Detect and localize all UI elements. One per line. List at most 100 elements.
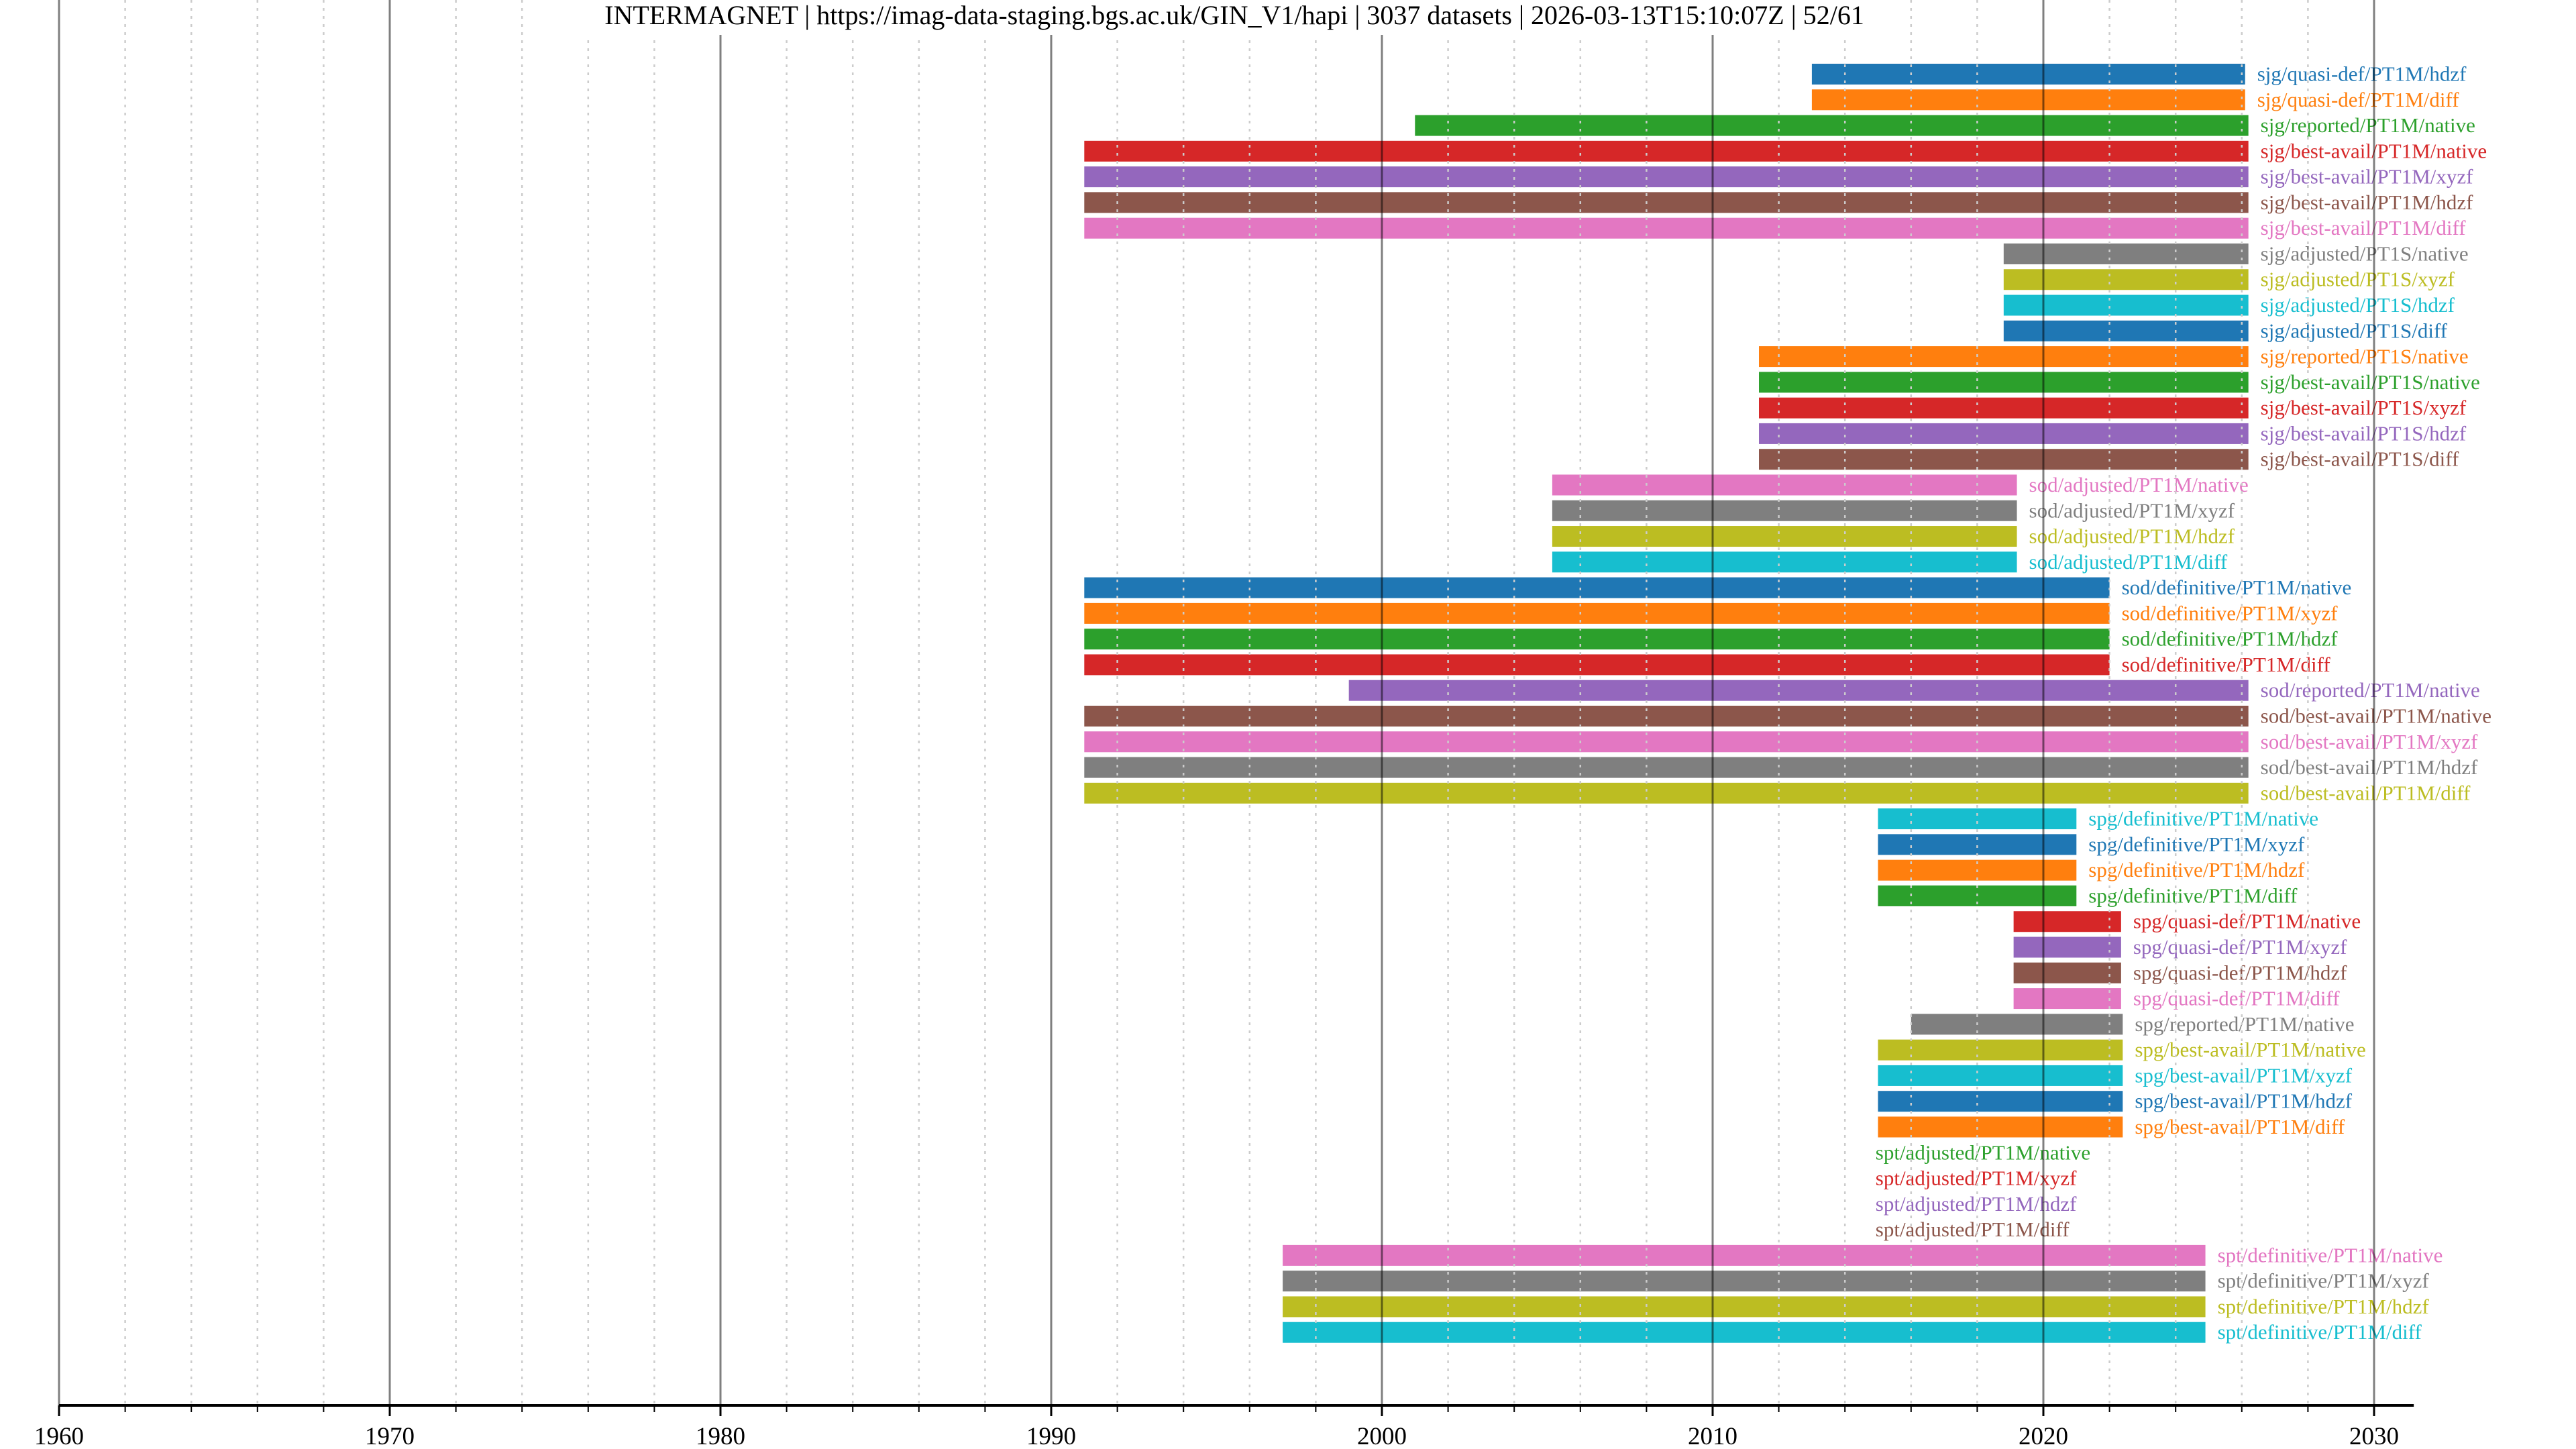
timeline-bar xyxy=(1415,115,2249,136)
bar-label: sod/reported/PT1M/native xyxy=(2261,678,2480,702)
timeline-bar xyxy=(2013,911,2121,932)
bar-label: sod/best-avail/PT1M/hdzf xyxy=(2261,755,2478,779)
timeline-bar xyxy=(1283,1322,2206,1343)
bar-label: spg/definitive/PT1M/xyzf xyxy=(2088,833,2305,856)
timeline-bar xyxy=(1084,757,2249,778)
timeline-bar xyxy=(1084,731,2249,753)
bar-label: sod/definitive/PT1M/hdzf xyxy=(2122,627,2339,651)
bar-label: spg/reported/PT1M/native xyxy=(2135,1012,2354,1036)
bar-label: spg/definitive/PT1M/hdzf xyxy=(2088,858,2305,881)
bar-label: sod/adjusted/PT1M/xyzf xyxy=(2029,498,2235,522)
timeline-bar xyxy=(1084,192,2249,213)
bar-label: spg/quasi-def/PT1M/hdzf xyxy=(2133,961,2347,984)
bar-label: sod/adjusted/PT1M/native xyxy=(2029,473,2249,496)
timeline-bar xyxy=(1084,577,2110,598)
bar-label: sod/definitive/PT1M/diff xyxy=(2122,653,2331,676)
timeline-bar xyxy=(1283,1296,2206,1318)
timeline-bar xyxy=(1084,602,2110,624)
bar-label: sjg/quasi-def/PT1M/diff xyxy=(2257,88,2459,111)
x-tick-label: 2000 xyxy=(1357,1423,1407,1449)
timeline-bar xyxy=(2013,936,2121,958)
title-background xyxy=(570,0,1898,35)
x-tick-label: 1980 xyxy=(696,1423,745,1449)
bar-label: spg/quasi-def/PT1M/xyzf xyxy=(2133,935,2347,959)
timeline-bar xyxy=(2013,988,2121,1010)
timeline-bar xyxy=(1283,1244,2206,1266)
x-tick-label: 2010 xyxy=(1688,1423,1737,1449)
labels-layer: sjg/quasi-def/PT1M/hdzfsjg/quasi-def/PT1… xyxy=(1876,62,2491,1344)
bar-label: sjg/quasi-def/PT1M/hdzf xyxy=(2257,62,2467,86)
timeline-bar xyxy=(1759,397,2249,419)
timeline-bar xyxy=(2003,243,2249,264)
bar-label: sjg/adjusted/PT1S/native xyxy=(2261,241,2469,265)
bar-label: sod/adjusted/PT1M/diff xyxy=(2029,550,2228,574)
timeline-bar xyxy=(2003,294,2249,316)
bar-label: sjg/best-avail/PT1S/diff xyxy=(2261,447,2459,471)
bar-label: sod/adjusted/PT1M/hdzf xyxy=(2029,525,2235,548)
x-tick-label: 2030 xyxy=(2349,1423,2399,1449)
bar-label: sjg/adjusted/PT1S/diff xyxy=(2261,319,2448,342)
timeline-bar xyxy=(1878,1065,2123,1086)
timeline-bar xyxy=(1084,654,2110,676)
timeline-bar xyxy=(1084,782,2249,804)
timeline-bar xyxy=(1552,500,2017,521)
timeline-bar xyxy=(1552,526,2017,547)
timeline-bar xyxy=(1084,629,2110,650)
bar-label: sjg/adjusted/PT1S/xyzf xyxy=(2261,268,2455,291)
timeline-bar xyxy=(1348,680,2249,701)
x-axis: 1960 1970 1980 1990 2000 2010 2020 2030 xyxy=(34,1404,2414,1449)
bar-label: sod/best-avail/PT1M/native xyxy=(2261,704,2491,728)
bar-label: spg/quasi-def/PT1M/diff xyxy=(2133,987,2340,1010)
bar-label: sjg/best-avail/PT1S/hdzf xyxy=(2261,421,2467,445)
grid-layer xyxy=(58,0,2375,1405)
bar-label: spg/quasi-def/PT1M/native xyxy=(2133,910,2361,933)
timeline-bar xyxy=(1811,89,2245,111)
bar-label: spt/definitive/PT1M/hdzf xyxy=(2218,1295,2430,1318)
bar-label: sjg/best-avail/PT1M/hdzf xyxy=(2261,191,2474,214)
timeline-bar xyxy=(1878,1039,2123,1061)
timeline-bar xyxy=(1811,64,2245,85)
timeline-bar xyxy=(1084,140,2249,162)
bar-label: sjg/best-avail/PT1M/diff xyxy=(2261,216,2467,239)
timeline-bar xyxy=(1878,1091,2123,1112)
timeline-bar xyxy=(1759,346,2249,368)
bars-layer xyxy=(1084,64,2249,1343)
timeline-bar xyxy=(2003,269,2249,290)
timeline-bar xyxy=(1759,372,2249,393)
bar-label: sjg/best-avail/PT1S/native xyxy=(2261,370,2480,394)
bar-label: sjg/best-avail/PT1M/xyzf xyxy=(2261,165,2474,189)
x-tick-label: 1990 xyxy=(1026,1423,1076,1449)
timeline-bar xyxy=(1911,1014,2123,1035)
bar-label: spt/definitive/PT1M/xyzf xyxy=(2218,1269,2430,1293)
bar-label: spt/adjusted/PT1M/diff xyxy=(1876,1218,2070,1241)
bar-label: sod/best-avail/PT1M/diff xyxy=(2261,781,2471,804)
bar-label: spt/adjusted/PT1M/native xyxy=(1876,1140,2090,1164)
timeline-bar xyxy=(1084,706,2249,727)
x-tick-label: 1960 xyxy=(34,1423,84,1449)
chart-title: INTERMAGNET | https://imag-data-staging.… xyxy=(604,0,1864,30)
timeline-bar xyxy=(2003,320,2249,341)
bar-label: spg/best-avail/PT1M/diff xyxy=(2135,1115,2345,1138)
timeline-bar xyxy=(1552,474,2017,496)
bar-label: sjg/best-avail/PT1S/xyzf xyxy=(2261,396,2467,419)
timeline-bar xyxy=(1552,551,2017,573)
x-tick-label: 2020 xyxy=(2019,1423,2068,1449)
bar-label: spg/best-avail/PT1M/hdzf xyxy=(2135,1089,2352,1113)
bar-label: spg/definitive/PT1M/diff xyxy=(2088,883,2298,907)
x-tick-label: 1970 xyxy=(365,1423,415,1449)
timeline-bar xyxy=(1759,423,2249,444)
timeline-bar xyxy=(1878,1116,2123,1138)
timeline-bar xyxy=(1283,1271,2206,1292)
timeline-bar xyxy=(1084,166,2249,188)
timeline-bar xyxy=(1878,808,2077,830)
bar-label: spg/best-avail/PT1M/xyzf xyxy=(2135,1063,2352,1087)
bar-label: spt/definitive/PT1M/native xyxy=(2218,1243,2443,1267)
bar-label: sod/definitive/PT1M/native xyxy=(2122,576,2352,599)
bar-label: spt/adjusted/PT1M/xyzf xyxy=(1876,1167,2077,1190)
timeline-bar xyxy=(1084,217,2249,239)
bar-label: sjg/reported/PT1M/native xyxy=(2261,113,2475,137)
timeline-bar xyxy=(1759,449,2249,470)
bar-label: sod/definitive/PT1M/xyzf xyxy=(2122,601,2339,625)
timeline-bar xyxy=(2013,962,2121,983)
